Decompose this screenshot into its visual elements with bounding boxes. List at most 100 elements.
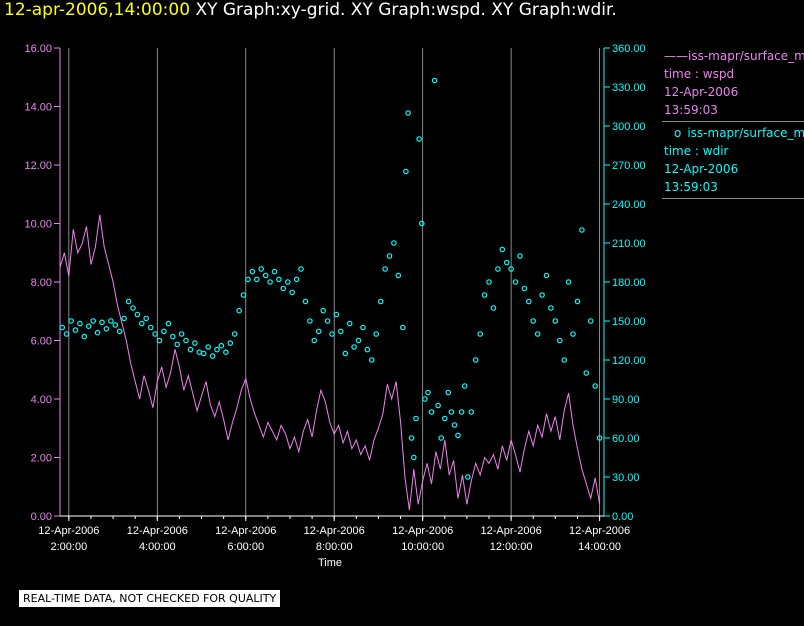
wdir-point [579, 227, 585, 233]
wdir-point [448, 409, 455, 415]
x-tick-label-date: 12-Apr-2006 [569, 525, 630, 537]
wdir-point [236, 307, 242, 314]
wdir-point [289, 289, 296, 296]
wdir-point [68, 318, 74, 324]
legend-time: 13:59:03 [664, 103, 718, 117]
wdir-point [418, 220, 425, 227]
wdir-point [125, 298, 132, 305]
wdir-point [399, 324, 406, 331]
right-tick-label: 330.00 [612, 82, 646, 94]
x-tick-label-time: 8:00:00 [316, 541, 353, 553]
wdir-point [200, 350, 207, 357]
wdir-point [405, 110, 411, 116]
wdir-point [161, 328, 167, 335]
legend-line-marker: —— [664, 49, 688, 63]
x-tick-label-time: 10:00:00 [401, 541, 444, 553]
wdir-point [548, 305, 554, 311]
wdir-point [403, 168, 409, 175]
wdir-point [592, 383, 599, 389]
right-tick-label: 90.00 [612, 394, 640, 406]
wdir-point [99, 319, 105, 326]
wdir-point [382, 266, 388, 272]
wdir-point [521, 285, 528, 292]
wdir-point [298, 266, 304, 272]
wdir-point [458, 409, 465, 415]
right-tick-label: 210.00 [612, 238, 646, 250]
left-tick-label: 2.00 [31, 453, 52, 465]
wdir-point [205, 344, 212, 350]
wdir-point [271, 268, 278, 275]
right-tick-label: 60.00 [612, 433, 640, 445]
wdir-point [116, 328, 123, 335]
x-tick-label-date: 12-Apr-2006 [127, 525, 188, 537]
wdir-point [525, 298, 532, 305]
wdir-point [472, 357, 479, 363]
wdir-series [59, 77, 603, 480]
wdir-point [276, 276, 282, 283]
wdir-point [368, 357, 375, 363]
x-tick-label-time: 4:00:00 [139, 541, 176, 553]
wdir-point [108, 318, 114, 324]
x-tick-label-date: 12-Apr-2006 [481, 525, 542, 537]
wdir-point [178, 331, 185, 337]
wdir-point [170, 333, 176, 340]
wdir-point [156, 337, 163, 344]
wdir-point [377, 298, 384, 305]
wdir-point [441, 415, 448, 422]
wdir-point [490, 305, 497, 311]
wspd-line [59, 214, 601, 511]
wdir-point [183, 337, 189, 344]
wdir-point [428, 409, 435, 415]
wdir-point [355, 337, 362, 344]
wdir-point [320, 307, 327, 314]
right-tick-label: 180.00 [612, 277, 646, 289]
wdir-point [218, 342, 225, 349]
x-tick-label-date: 12-Apr-2006 [392, 525, 453, 537]
wdir-point [143, 315, 150, 322]
wdir-point [103, 325, 110, 332]
right-tick-label: 300.00 [612, 121, 646, 133]
wdir-point [333, 311, 340, 318]
wdir-point [280, 285, 287, 292]
wdir-point [425, 389, 431, 396]
legend-circle-marker: o [674, 126, 682, 140]
wdir-point [196, 349, 203, 356]
x-tick-label-date: 12-Apr-2006 [304, 525, 365, 537]
wdir-point [596, 435, 603, 441]
wdir-point [486, 279, 492, 285]
right-tick-label: 120.00 [612, 355, 646, 367]
wdir-point [337, 328, 344, 335]
wdir-point [587, 318, 594, 324]
left-tick-label: 8.00 [31, 277, 52, 289]
wdir-point [130, 305, 136, 311]
wdir-point [59, 324, 66, 331]
axes: 12-Apr-2006 2:00:00 12-Apr-2006 4:00:00 12-A… [24, 43, 645, 553]
x-tick-label-time: 2:00:00 [50, 541, 87, 553]
wdir-point [565, 279, 572, 285]
right-tick-label: 0.00 [612, 511, 633, 523]
wdir-point [231, 331, 238, 337]
wdir-point [431, 77, 438, 84]
x-tick-label-time: 12:00:00 [490, 541, 533, 553]
wdir-point [395, 272, 402, 279]
wdir-point [139, 320, 145, 327]
wdir-point [329, 331, 335, 337]
wdir-point [311, 337, 318, 344]
wdir-point [346, 320, 353, 327]
wdir-point [422, 396, 428, 402]
title-graph-list: XY Graph:xy-grid. XY Graph:wspd. XY Grap… [195, 0, 617, 20]
chart-title: 12-apr-2006,14:00:00 XY Graph:xy-grid. X… [4, 0, 617, 20]
right-tick-label: 240.00 [612, 199, 646, 211]
wdir-point [570, 331, 576, 337]
wdir-point [152, 331, 158, 337]
wdir-point [227, 340, 234, 346]
legend-date: 12-Apr-2006 [664, 85, 739, 99]
wdir-point [574, 298, 581, 305]
left-tick-label: 14.00 [24, 102, 52, 114]
wdir-point [386, 253, 393, 259]
wdir-point [543, 272, 550, 279]
wdir-point [464, 474, 471, 480]
wdir-point [461, 383, 468, 389]
wdir-point [284, 279, 291, 285]
wdir-point [435, 402, 441, 409]
